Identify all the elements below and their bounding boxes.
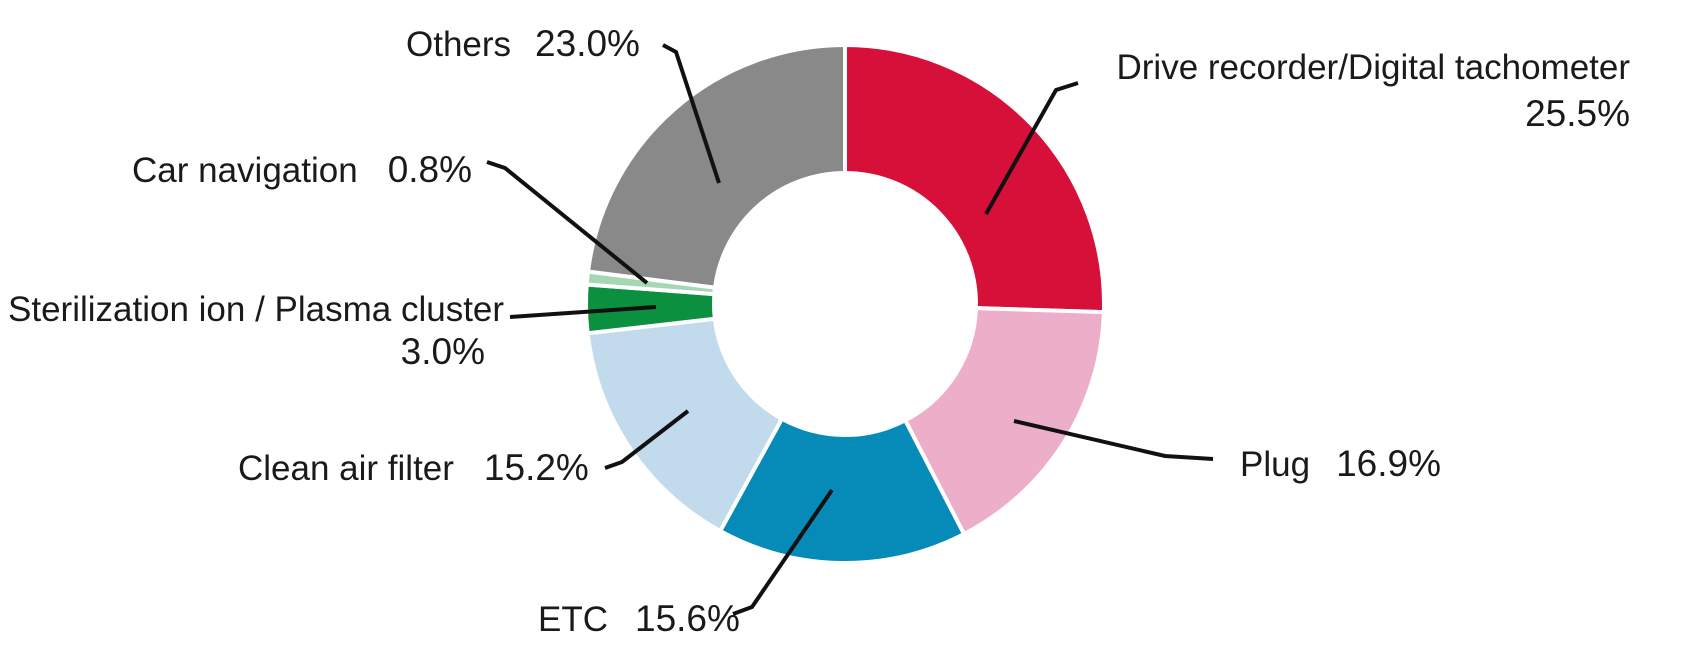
slices-group: [584, 42, 1106, 565]
label-drive: Drive recorder/Digital tachometer 25.5%: [1116, 48, 1630, 135]
leader-carnav: [486, 160, 649, 285]
label-plug-pct: 16.9%: [1336, 443, 1441, 484]
label-etc-pct: 15.6%: [635, 598, 740, 639]
leader-plug: [1013, 419, 1214, 461]
slice-others: [585, 42, 847, 290]
label-drive-text: Drive recorder/Digital tachometer: [1116, 48, 1630, 87]
leader-others: [662, 43, 721, 184]
label-drive-pct: 25.5%: [1525, 93, 1630, 135]
leader-clean: [604, 409, 690, 470]
label-plug: Plug 16.9%: [1240, 443, 1441, 484]
label-steril: Sterilization ion / Plasma cluster 3.0%: [8, 290, 504, 373]
label-others-text: Others: [406, 25, 512, 64]
label-others-pct: 23.0%: [535, 23, 640, 64]
label-plug-text: Plug: [1240, 445, 1311, 484]
leader-lines-group: [486, 43, 1214, 616]
leader-etc: [732, 488, 834, 616]
slice-etc: [717, 416, 967, 565]
label-clean: Clean air filter 15.2%: [238, 447, 589, 488]
slice-plug: [902, 306, 1106, 537]
label-carnav-text: Car navigation: [132, 151, 358, 190]
label-steril-pct: 3.0%: [400, 331, 485, 373]
label-others: Others 23.0%: [406, 23, 640, 64]
label-carnav: Car navigation 0.8%: [132, 149, 472, 190]
label-carnav-pct: 0.8%: [387, 149, 473, 190]
label-etc-text: ETC: [538, 600, 608, 639]
label-steril-text: Sterilization ion / Plasma cluster: [8, 290, 505, 329]
label-clean-text: Clean air filter: [238, 449, 454, 488]
label-etc: ETC 15.6%: [538, 598, 740, 639]
slice-clean: [585, 316, 785, 534]
leader-drive: [984, 81, 1079, 215]
slice-drive: [843, 42, 1106, 315]
label-clean-pct: 15.2%: [483, 447, 589, 488]
leader-steril: [509, 305, 657, 319]
